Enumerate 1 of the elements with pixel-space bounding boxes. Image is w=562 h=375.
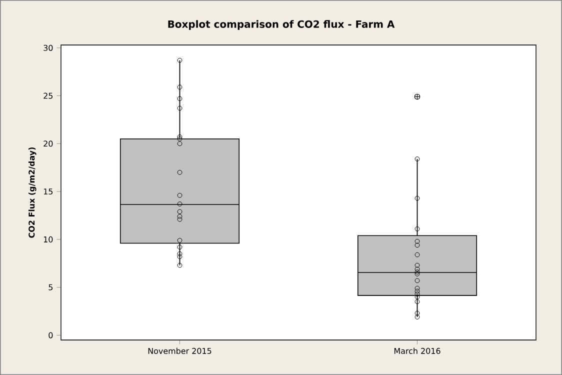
chart-title: Boxplot comparison of CO2 flux - Farm A xyxy=(168,20,395,30)
